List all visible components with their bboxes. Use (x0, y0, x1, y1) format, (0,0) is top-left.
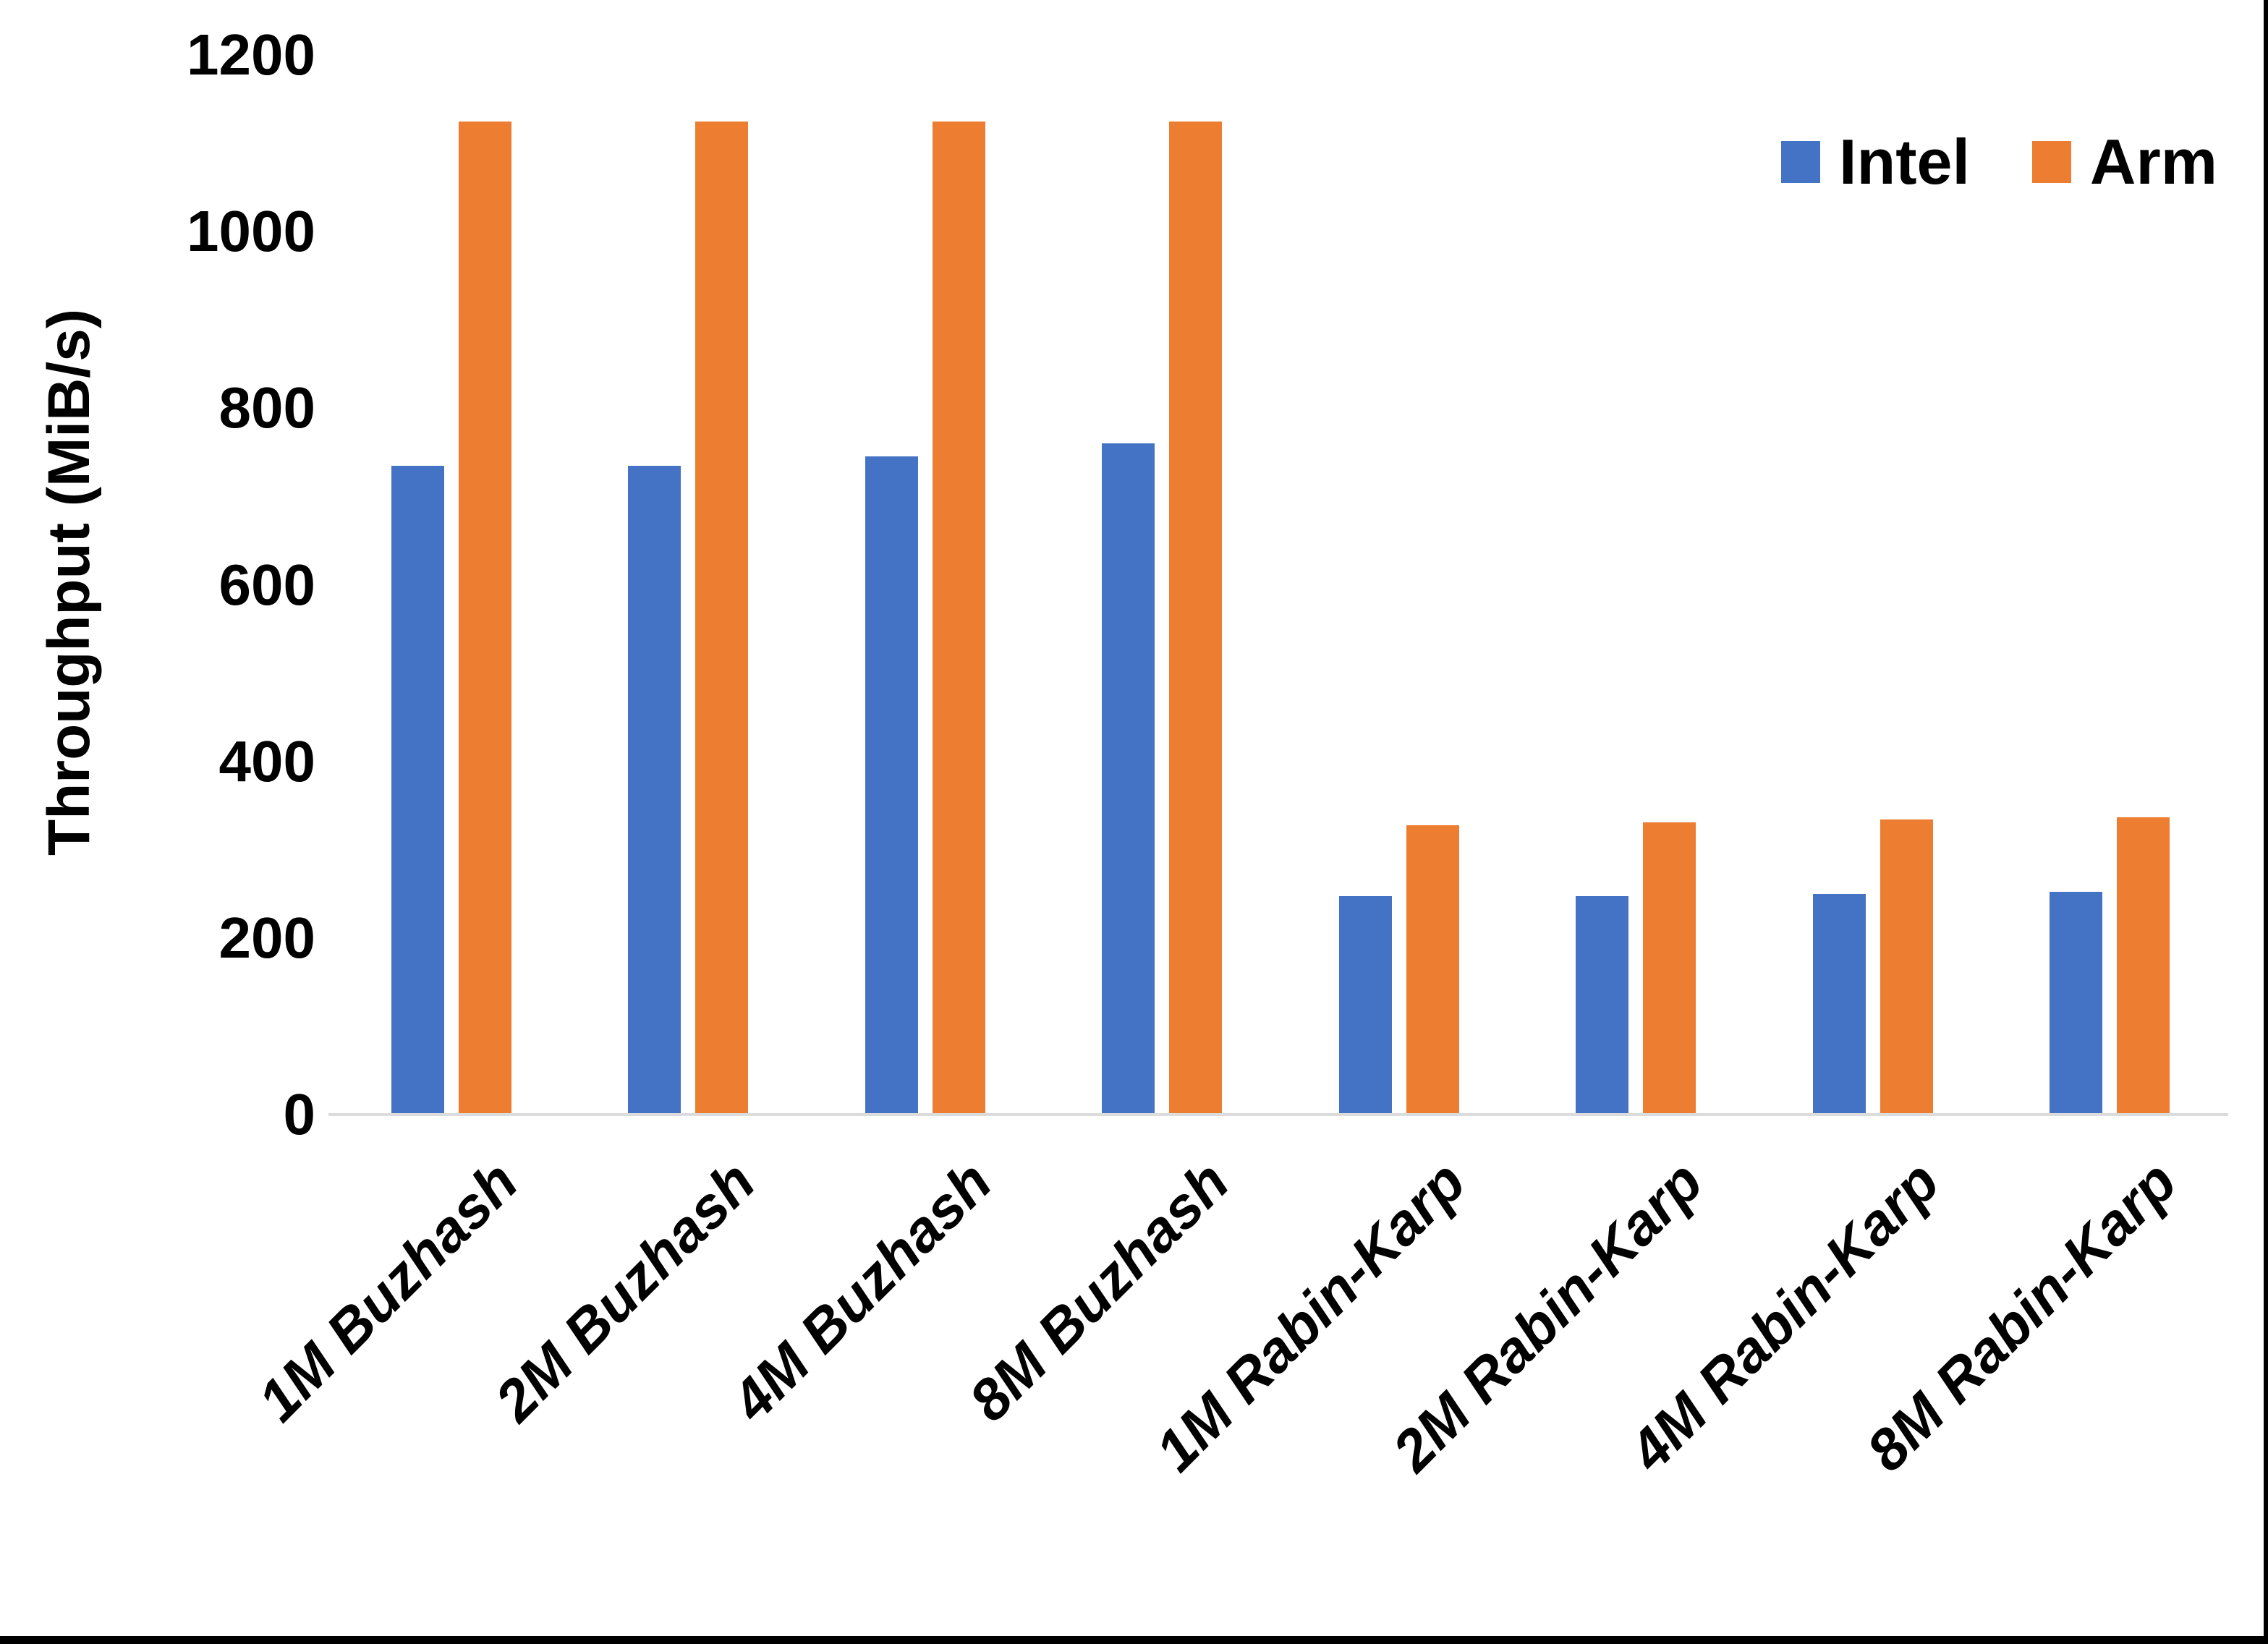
bar-intel-4m-rabin-karp (1812, 894, 1866, 1115)
bar-group-4m-buzhash (807, 55, 1044, 1115)
screenshot-bottom-border (0, 1636, 2268, 1644)
y-tick-label-400: 400 (218, 728, 315, 793)
screenshot-right-border (2264, 0, 2268, 1644)
bar-group-1m-rabin-karp (1280, 55, 1518, 1115)
bar-intel-1m-buzhash (391, 466, 444, 1115)
legend-item-arm: Arm (2031, 126, 2217, 197)
bar-arm-1m-buzhash (458, 122, 511, 1115)
bar-intel-8m-rabin-karp (2050, 892, 2103, 1115)
bar-arm-8m-buzhash (1169, 122, 1223, 1115)
bar-group-2m-rabin-karp (1518, 55, 1755, 1115)
x-axis-line (328, 1113, 2228, 1116)
y-tick-label-0: 0 (283, 1082, 316, 1146)
y-axis-title: Throughput (MiB/s) (36, 308, 102, 856)
bar-intel-4m-buzhash (865, 456, 918, 1115)
intel-series-swatch-icon (1781, 141, 1820, 183)
legend: Intel Arm (1781, 122, 2217, 203)
arm-series-swatch-icon (2031, 141, 2071, 183)
legend-label-arm: Arm (2089, 126, 2217, 197)
bar-intel-8m-buzhash (1102, 443, 1155, 1115)
y-tick-label-800: 800 (218, 375, 315, 440)
bar-arm-4m-buzhash (932, 122, 985, 1115)
bar-group-4m-rabin-karp (1754, 55, 1992, 1115)
legend-item-intel: Intel (1781, 130, 1970, 194)
bar-group-2m-buzhash (570, 55, 807, 1115)
bar-arm-4m-rabin-karp (1880, 819, 1933, 1115)
bar-arm-2m-rabin-karp (1643, 822, 1696, 1115)
y-tick-label-1000: 1000 (187, 199, 315, 264)
y-tick-label-1200: 1200 (187, 22, 315, 87)
y-tick-label-600: 600 (218, 552, 315, 617)
bar-group-1m-buzhash (333, 55, 570, 1115)
bar-intel-2m-buzhash (628, 466, 681, 1115)
bar-group-8m-buzhash (1044, 55, 1281, 1115)
bar-arm-8m-rabin-karp (2117, 817, 2170, 1115)
plot-area (333, 55, 2228, 1115)
bar-arm-1m-rabin-karp (1406, 825, 1459, 1115)
bar-intel-1m-rabin-karp (1338, 896, 1392, 1115)
legend-label-intel: Intel (1839, 126, 1970, 197)
bar-arm-2m-buzhash (695, 122, 749, 1115)
y-tick-label-200: 200 (218, 905, 315, 970)
bar-group-8m-rabin-karp (1992, 55, 2229, 1115)
bar-intel-2m-rabin-karp (1576, 896, 1629, 1115)
